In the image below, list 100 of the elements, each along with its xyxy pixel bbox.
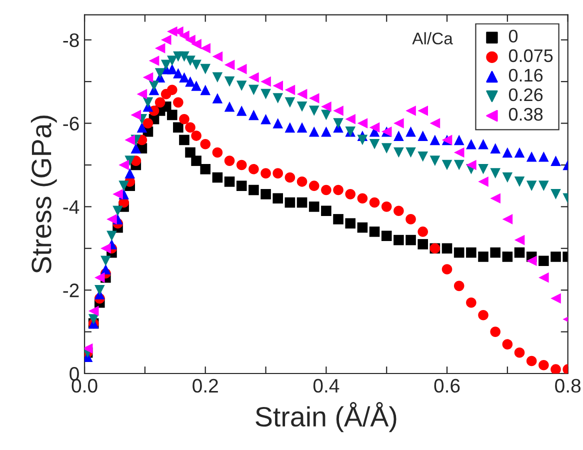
point (321, 110, 332, 120)
point (514, 348, 525, 358)
point (248, 84, 259, 96)
point (224, 176, 235, 187)
point (179, 134, 190, 146)
point (248, 110, 259, 120)
point (490, 326, 500, 337)
point (160, 34, 172, 46)
point (478, 164, 488, 174)
point (212, 72, 223, 83)
point (538, 256, 549, 266)
point (272, 193, 284, 204)
point (200, 43, 211, 54)
y-tick-label: -4 (63, 200, 80, 214)
point (94, 284, 105, 296)
legend-label: 0 (508, 30, 518, 43)
point (212, 147, 223, 158)
point (514, 176, 525, 187)
point (154, 43, 166, 54)
point (454, 134, 464, 146)
legend-label: 0.26 (508, 88, 543, 102)
point (430, 134, 440, 146)
point (296, 197, 308, 208)
point (154, 97, 166, 108)
point (166, 110, 178, 120)
point (321, 206, 332, 216)
point (308, 180, 320, 191)
point (418, 106, 428, 116)
point (260, 114, 271, 124)
point (394, 206, 404, 216)
point (514, 247, 525, 258)
point (130, 143, 142, 154)
point (142, 72, 154, 83)
point (369, 226, 380, 237)
x-tick-label: 0.8 (555, 378, 581, 393)
point (454, 147, 464, 158)
point (179, 30, 190, 41)
point (284, 172, 296, 183)
point (454, 160, 464, 170)
point (212, 172, 223, 183)
x-tick-label: 0.4 (313, 378, 340, 393)
point (502, 172, 513, 183)
point (272, 118, 284, 128)
point (272, 93, 284, 104)
x-tick-label: 0.2 (192, 378, 218, 393)
point (173, 122, 184, 133)
point (308, 126, 320, 137)
legend-label: 0.38 (508, 108, 543, 121)
point (430, 118, 440, 128)
point (236, 180, 247, 191)
point (381, 143, 392, 154)
legend-label: 0.075 (508, 49, 553, 62)
legend-title: Al/Ca (412, 32, 453, 44)
point (526, 151, 537, 162)
point (406, 147, 416, 158)
point (406, 106, 416, 116)
point (94, 272, 105, 283)
point (526, 180, 537, 191)
point (200, 138, 211, 150)
point (179, 72, 190, 83)
point (154, 68, 166, 78)
point (236, 160, 247, 170)
point (442, 243, 452, 254)
point (160, 60, 172, 70)
point (381, 230, 392, 242)
point (538, 360, 549, 370)
point (321, 126, 332, 137)
point (550, 156, 561, 166)
point (550, 252, 561, 262)
point (200, 84, 211, 96)
point (224, 101, 235, 112)
point (191, 60, 202, 70)
point (179, 51, 190, 62)
y-axis-title: Stress (GPa) (30, 116, 57, 274)
point (224, 60, 235, 70)
point (130, 110, 142, 120)
point (100, 256, 111, 266)
point (357, 222, 368, 233)
point (308, 93, 320, 104)
point (248, 184, 259, 196)
point (418, 151, 428, 162)
point (236, 80, 247, 91)
point (394, 147, 404, 158)
point (394, 234, 404, 246)
point (296, 122, 308, 133)
point (490, 168, 500, 178)
point (212, 93, 223, 104)
point (369, 122, 380, 133)
point (514, 234, 525, 246)
legend-label: 0.16 (508, 68, 543, 82)
point (490, 143, 500, 154)
point (418, 239, 428, 250)
x-tick-label: 0.6 (434, 378, 460, 393)
point (418, 130, 428, 141)
y-tick-label: -6 (63, 116, 79, 131)
point (333, 214, 344, 224)
point (236, 106, 247, 116)
point (394, 118, 404, 128)
point (478, 252, 488, 262)
point (430, 156, 440, 166)
